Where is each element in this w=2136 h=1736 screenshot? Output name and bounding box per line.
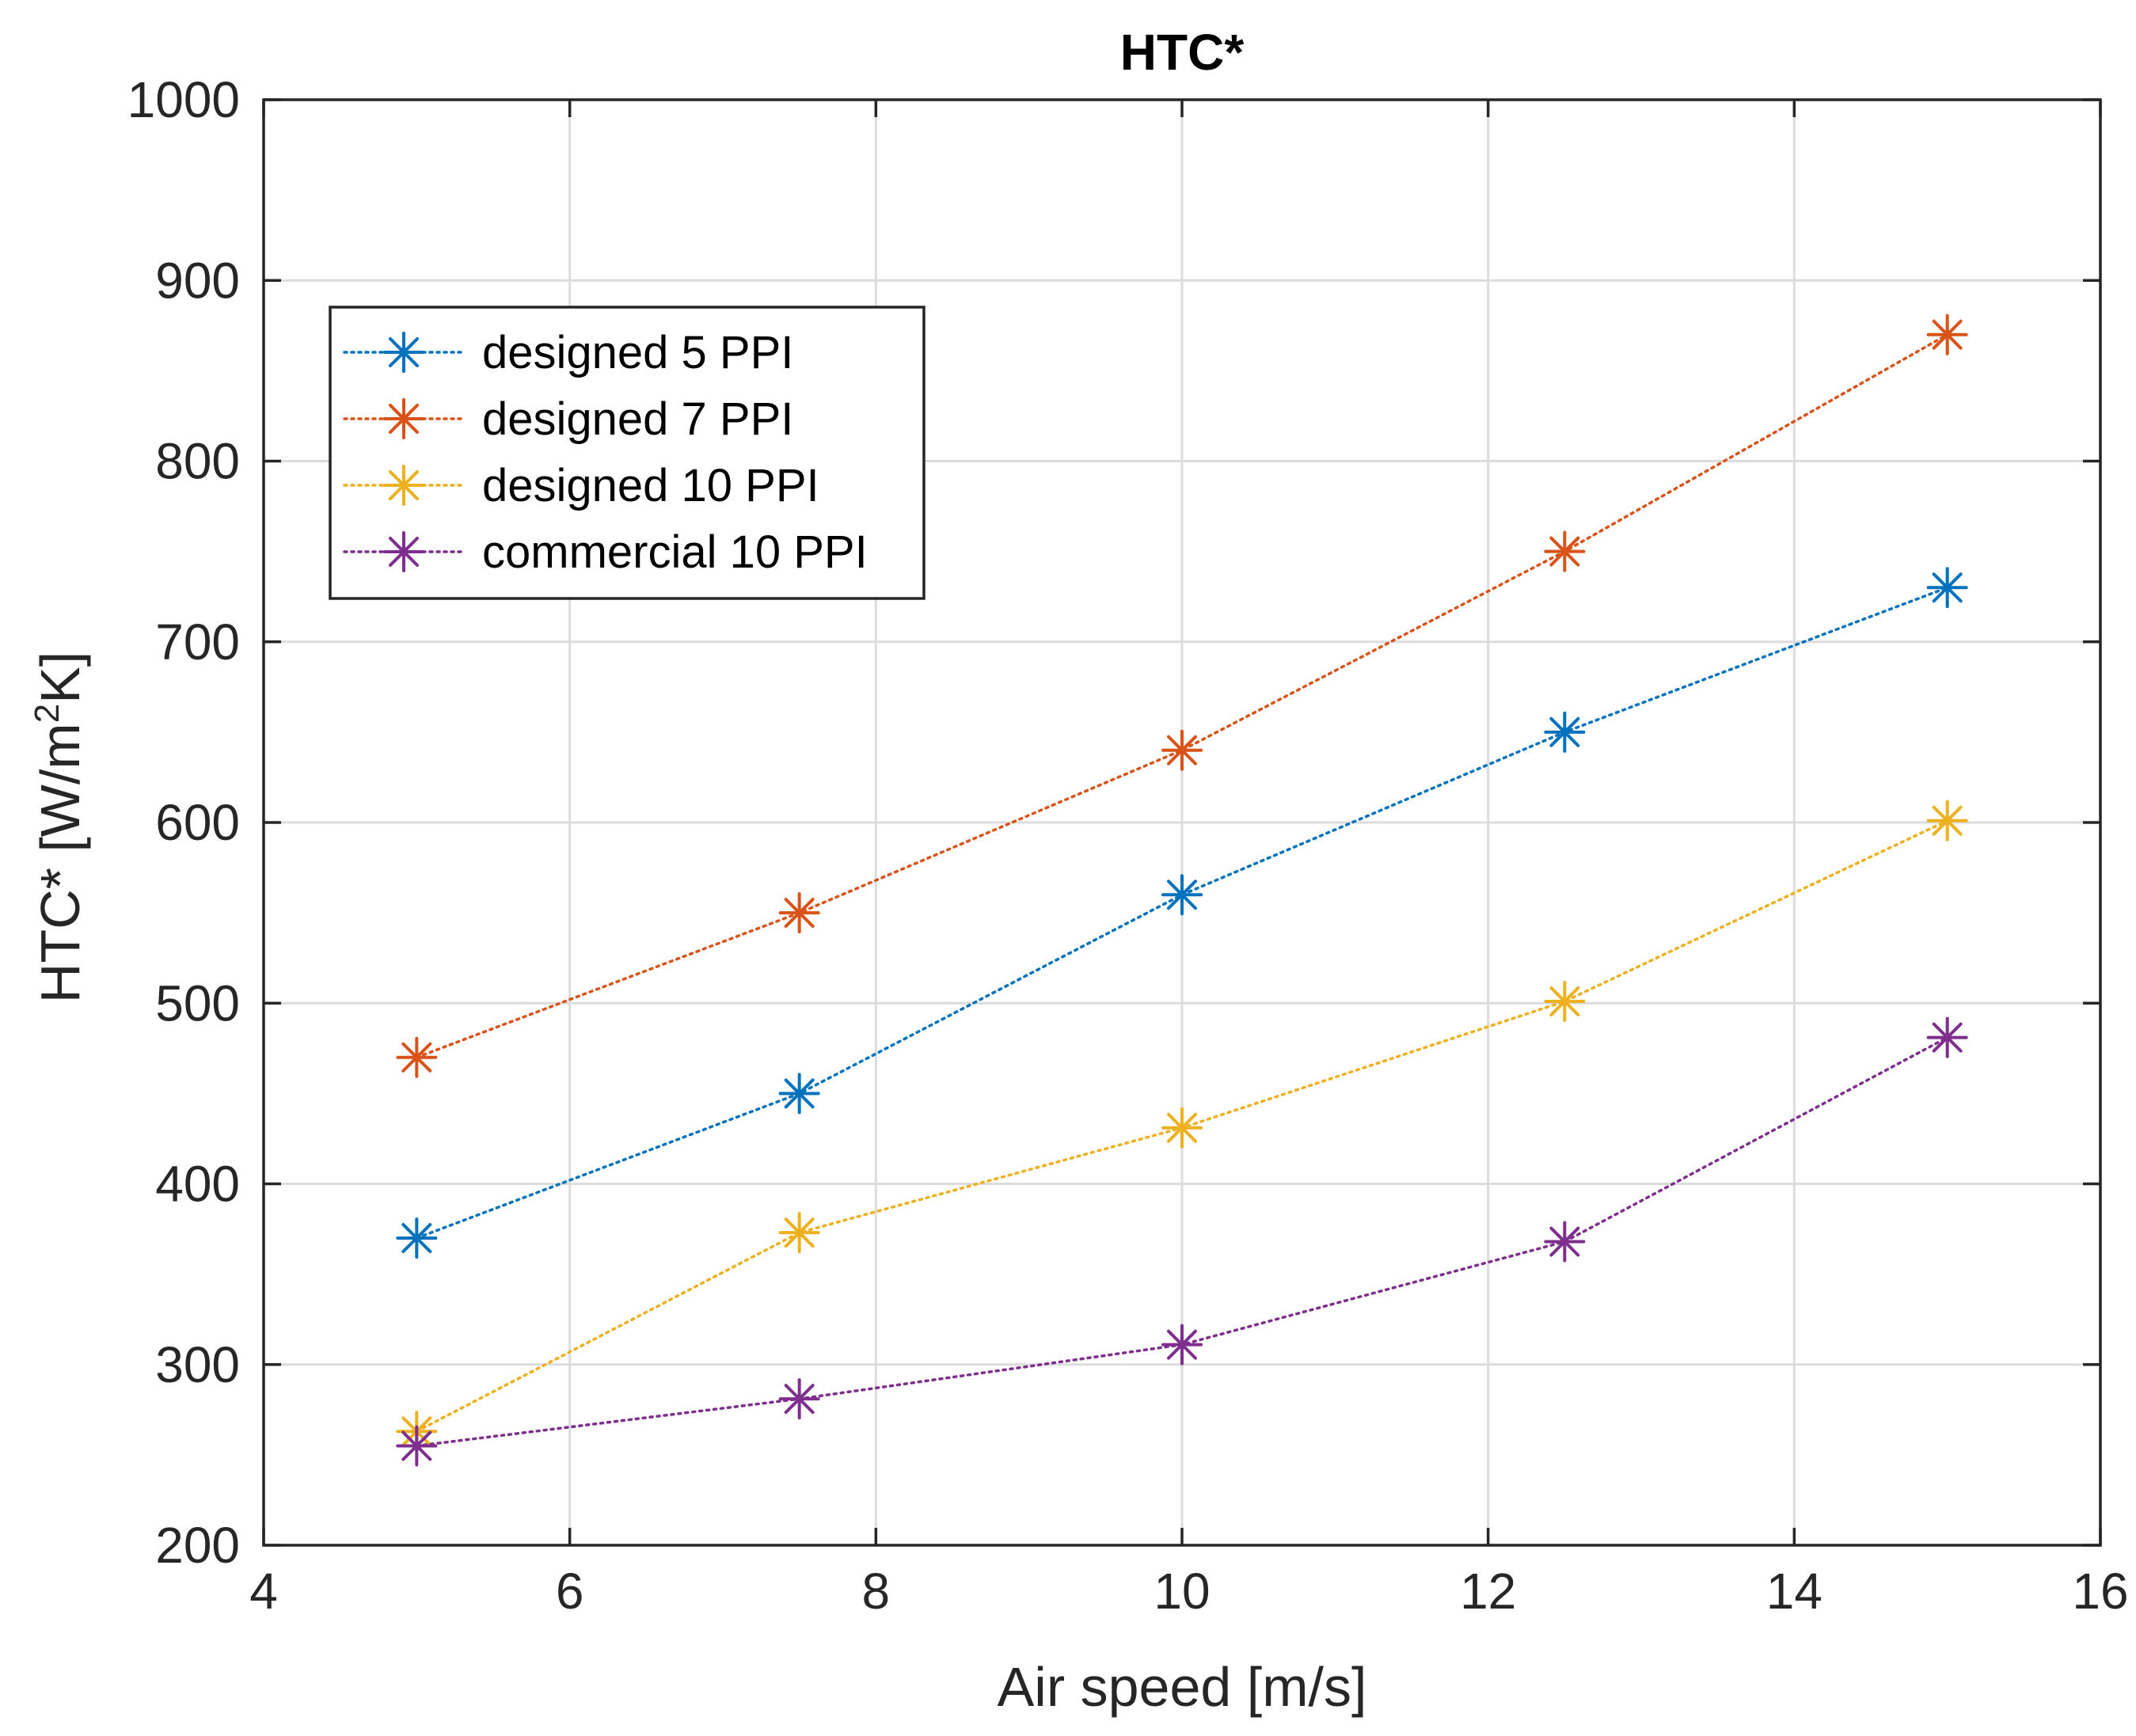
y-axis-label-suffix: K]: [29, 651, 91, 704]
legend-label: designed 7 PPI: [482, 393, 793, 445]
data-point: [1926, 313, 1968, 355]
data-point: [1161, 1324, 1203, 1366]
data-point: [1544, 530, 1586, 572]
data-point: [396, 1217, 438, 1259]
legend-marker: [383, 531, 424, 572]
y-tick-label: 500: [155, 974, 240, 1031]
legend-item: commercial 10 PPI: [343, 526, 868, 578]
x-tick-label: 8: [862, 1563, 891, 1620]
y-tick-label: 1000: [127, 71, 240, 128]
data-point: [1544, 1221, 1586, 1263]
series-layer: [396, 313, 1968, 1467]
y-tick-label: 200: [155, 1517, 240, 1574]
x-tick-label: 6: [556, 1563, 584, 1620]
data-point: [396, 1425, 438, 1467]
x-tick-label: 4: [249, 1563, 278, 1620]
legend-item: designed 7 PPI: [343, 393, 793, 445]
data-point: [778, 1212, 820, 1254]
series-3: [396, 1016, 1968, 1467]
data-point: [778, 892, 820, 934]
y-axis-label-superscript: 2: [28, 704, 67, 723]
data-point: [396, 1036, 438, 1078]
data-point: [1161, 729, 1203, 771]
x-tick-label: 14: [1766, 1563, 1822, 1620]
y-axis-label: HTC* [W/m2K]: [28, 651, 91, 1003]
x-axis-label: Air speed [m/s]: [998, 1656, 1367, 1718]
series-1: [396, 313, 1968, 1078]
legend-label: designed 5 PPI: [482, 327, 793, 378]
x-tick-label: 10: [1154, 1563, 1210, 1620]
y-tick-label: 700: [155, 613, 240, 670]
legend: designed 5 PPI designed 7 PPI designed 10 …: [329, 306, 925, 600]
data-point: [1926, 567, 1968, 609]
y-tick-label: 300: [155, 1336, 240, 1393]
y-tick-labels: 200 300 400 500 600 700 800 900 1000: [127, 71, 240, 1574]
x-tick-label: 12: [1460, 1563, 1516, 1620]
x-tick-label: 16: [2072, 1563, 2128, 1620]
y-tick-label: 400: [155, 1156, 240, 1213]
series-0: [396, 567, 1968, 1259]
data-point: [1926, 800, 1968, 841]
legend-marker: [383, 398, 424, 439]
y-tick-label: 600: [155, 794, 240, 851]
legend-box: [329, 306, 925, 600]
y-tick-label: 800: [155, 433, 240, 490]
x-tick-labels: 4 6 8 10 12 14 16: [249, 1563, 2128, 1620]
data-point: [1544, 711, 1586, 753]
legend-label: designed 10 PPI: [482, 460, 819, 511]
data-point: [1161, 874, 1203, 916]
axis-ticks: [262, 98, 2102, 1547]
y-tick-label: 900: [155, 252, 240, 309]
data-point: [1544, 980, 1586, 1022]
data-point: [778, 1073, 820, 1115]
chart-title: HTC*: [1120, 24, 1245, 81]
data-point: [1161, 1107, 1203, 1149]
legend-marker: [383, 332, 424, 373]
legend-marker: [383, 465, 424, 506]
y-axis-label-main: HTC* [W/m: [29, 723, 91, 1003]
legend-label: commercial 10 PPI: [482, 526, 868, 578]
data-point: [1926, 1016, 1968, 1058]
legend-item: designed 5 PPI: [343, 327, 793, 378]
legend-item: designed 10 PPI: [343, 460, 819, 511]
series-line: [415, 332, 1949, 1059]
data-point: [778, 1378, 820, 1420]
